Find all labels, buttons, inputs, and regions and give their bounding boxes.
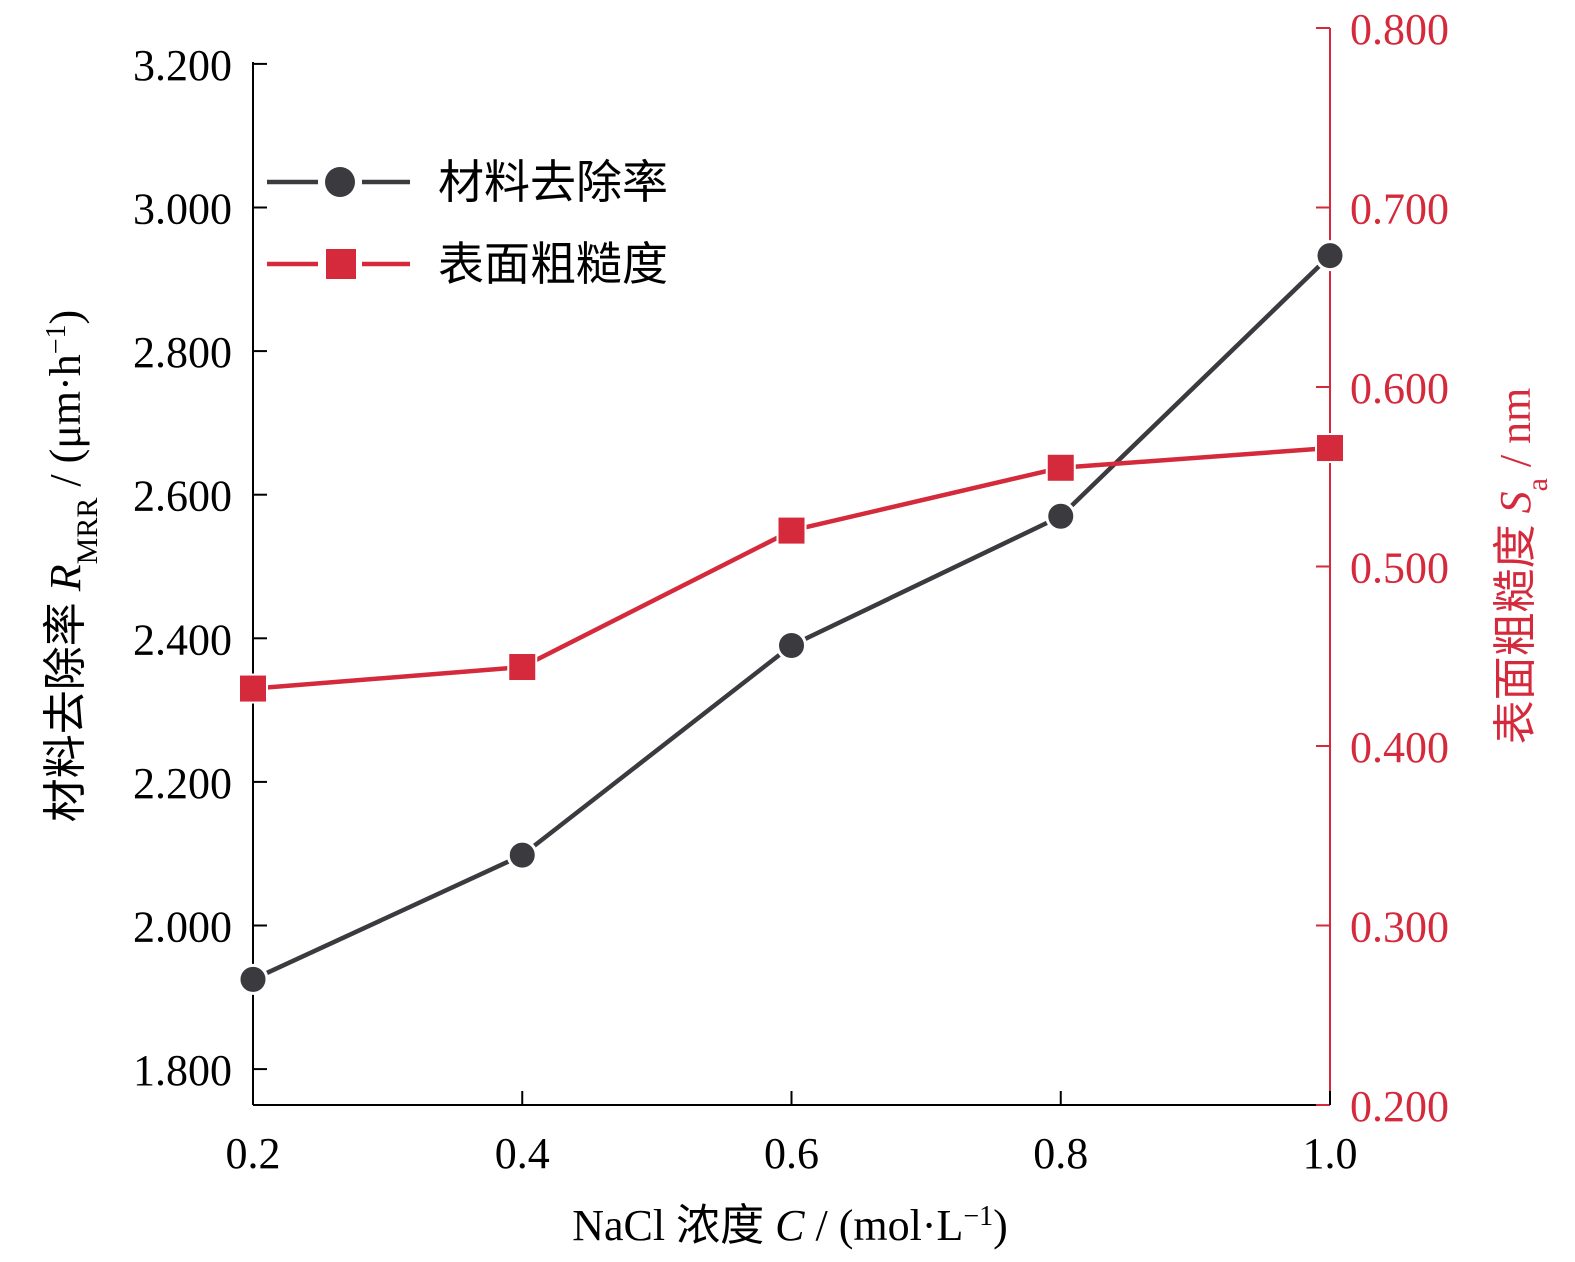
x-tick-label: 0.4 — [495, 1129, 550, 1178]
axis-title-part-suffix: ) — [41, 310, 90, 325]
series-layer — [237, 240, 1346, 995]
axis-title-part-mid: / (μm·h — [41, 354, 90, 497]
data-point-circle — [1045, 500, 1077, 532]
legend-marker-circle — [325, 167, 355, 197]
data-point-circle — [506, 839, 538, 871]
axis-title-part-prefix: 材料去除率 — [41, 591, 90, 822]
axis-title-part-sup: −1 — [963, 1201, 993, 1232]
legend-label: 材料去除率 — [438, 157, 668, 208]
x-tick-label: 1.0 — [1303, 1129, 1358, 1178]
series-square — [238, 433, 1345, 704]
legend-marker-square — [326, 249, 356, 279]
left-tick-label: 2.800 — [133, 328, 232, 377]
axis-title-part-sub: MRR — [71, 498, 104, 565]
axis-title-part-sup: −1 — [41, 324, 72, 354]
left-tick-label: 2.000 — [133, 903, 232, 952]
right-tick-label: 0.400 — [1350, 723, 1449, 772]
right-tick-label: 0.300 — [1350, 903, 1449, 952]
axis-title-part-suffix: ) — [993, 1201, 1008, 1250]
axis-title-part-sub: a — [1521, 478, 1554, 491]
x-tick-label: 0.2 — [226, 1129, 281, 1178]
left-tick-label: 1.800 — [133, 1046, 232, 1095]
axis-title-part-var: C — [775, 1201, 805, 1250]
right-tick-label: 0.500 — [1350, 544, 1449, 593]
x-tick-label: 0.8 — [1033, 1129, 1088, 1178]
left-tick-label: 3.200 — [133, 41, 232, 90]
axis-title-part-var: S — [1491, 491, 1540, 513]
data-point-square — [238, 673, 268, 704]
axes: 1.800 2.000 2.200 2.400 2.600 2.800 3.000 3.200… — [133, 5, 1449, 1178]
left-tick-label: 2.400 — [133, 615, 232, 664]
right-axis-title: 表面粗糙度 Sa / nm — [1491, 388, 1554, 745]
data-point-square — [507, 652, 538, 683]
data-point-square — [1315, 433, 1345, 464]
series-circle — [237, 240, 1346, 995]
data-point-square — [776, 515, 807, 546]
left-tick-label: 3.000 — [133, 185, 232, 234]
axis-title-part-prefix: 表面粗糙度 — [1491, 513, 1540, 744]
right-tick-label: 0.700 — [1350, 185, 1449, 234]
data-point-circle — [1314, 240, 1346, 272]
right-tick-label: 0.600 — [1350, 364, 1449, 413]
data-point-circle — [776, 629, 807, 661]
axis-labels: NaCl 浓度 C / (mol·L−1)材料去除率 RMRR / (μm·h−… — [41, 310, 1554, 1250]
data-point-square — [1045, 452, 1076, 483]
x-tick-label: 0.6 — [764, 1129, 819, 1178]
x-axis-title: NaCl 浓度 C / (mol·L−1) — [572, 1201, 1008, 1251]
left-tick-label: 2.600 — [133, 472, 232, 521]
axis-title-part-var: R — [41, 564, 90, 592]
legend-label: 表面粗糙度 — [438, 239, 668, 290]
axis-title-part-mid: / (mol·L — [804, 1201, 963, 1250]
right-tick-label: 0.800 — [1350, 5, 1449, 54]
data-point-circle — [237, 963, 269, 995]
left-tick-label: 2.200 — [133, 759, 232, 808]
series-line-0 — [252, 253, 1332, 982]
axis-title-part-suffix: / nm — [1491, 388, 1540, 478]
axis-title-part-prefix: NaCl 浓度 — [572, 1201, 775, 1250]
right-tick-label: 0.200 — [1350, 1082, 1449, 1131]
left-axis-title: 材料去除率 RMRR / (μm·h−1) — [41, 310, 104, 822]
